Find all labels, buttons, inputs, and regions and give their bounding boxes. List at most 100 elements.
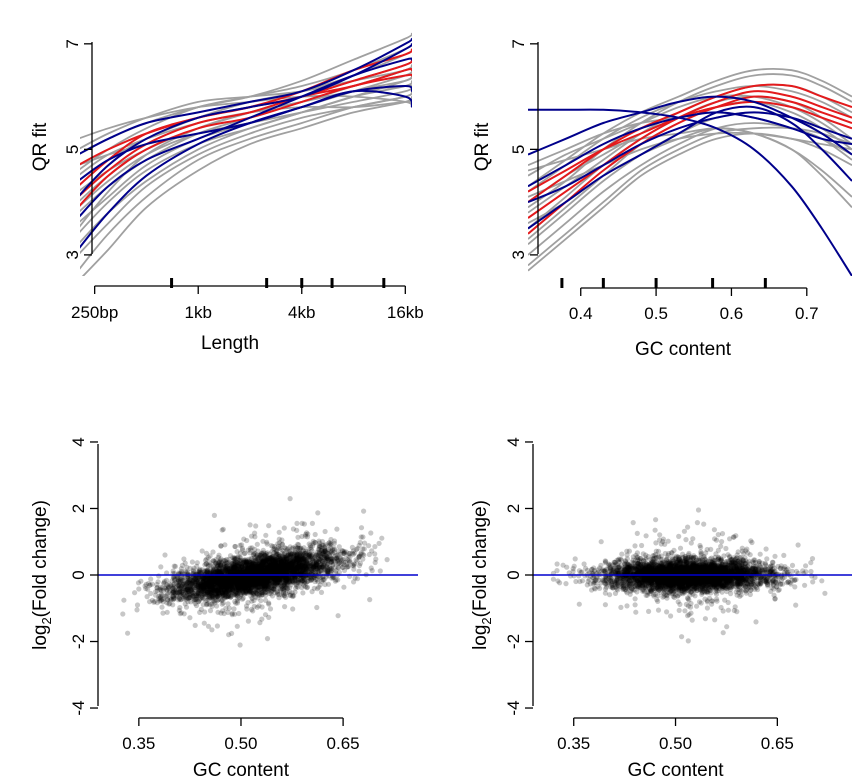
data-point — [211, 569, 217, 575]
data-point — [298, 551, 304, 557]
data-point — [196, 587, 203, 593]
data-point — [249, 568, 255, 574]
data-point — [211, 576, 218, 583]
data-point — [219, 576, 225, 582]
data-point — [264, 539, 270, 545]
data-point — [200, 575, 206, 581]
data-point — [216, 582, 222, 589]
data-point — [136, 586, 142, 592]
data-point — [554, 561, 560, 567]
data-point — [198, 583, 204, 589]
data-point — [215, 563, 221, 569]
data-point — [237, 642, 243, 648]
data-point — [213, 582, 219, 588]
data-point — [312, 531, 318, 538]
data-point — [299, 568, 306, 574]
data-point — [252, 534, 258, 540]
data-point — [215, 593, 221, 599]
data-point — [209, 591, 215, 597]
data-point — [308, 568, 314, 574]
data-point — [284, 569, 290, 575]
data-point — [191, 582, 197, 589]
data-point — [304, 566, 310, 572]
data-point — [259, 591, 265, 598]
data-point — [311, 564, 317, 570]
data-point — [272, 590, 278, 596]
data-point — [292, 567, 299, 573]
data-point — [323, 557, 329, 563]
data-point — [182, 582, 188, 588]
data-point — [288, 582, 294, 588]
data-point — [259, 569, 265, 575]
data-point — [148, 590, 154, 597]
data-point — [281, 567, 287, 574]
data-point — [244, 590, 250, 596]
data-point — [244, 588, 251, 594]
grey-series-line — [528, 85, 852, 193]
data-point — [158, 564, 164, 570]
data-point — [247, 550, 253, 556]
data-point — [238, 587, 244, 593]
data-point — [280, 561, 286, 567]
data-point — [295, 584, 301, 590]
data-point — [178, 586, 184, 592]
data-point — [132, 590, 138, 596]
data-point — [254, 554, 260, 560]
data-point — [143, 581, 149, 588]
data-point — [225, 588, 231, 594]
data-point — [193, 596, 199, 602]
data-point — [272, 568, 278, 575]
data-point — [356, 542, 362, 548]
data-point — [245, 559, 251, 565]
data-point — [218, 563, 224, 569]
data-point — [325, 546, 332, 552]
data-point — [222, 566, 228, 572]
y-tick-label: 0 — [69, 570, 88, 579]
data-point — [276, 585, 282, 592]
data-point — [248, 564, 254, 570]
data-point — [245, 580, 251, 586]
data-point — [273, 576, 279, 582]
data-point — [306, 552, 312, 558]
data-point — [294, 558, 300, 564]
data-point — [294, 551, 300, 557]
data-point — [211, 512, 217, 519]
data-point — [321, 557, 327, 563]
data-point — [235, 577, 241, 584]
data-point — [256, 585, 262, 591]
data-point — [214, 594, 220, 600]
data-point — [310, 564, 317, 571]
data-point — [196, 578, 202, 584]
data-point — [303, 580, 309, 586]
data-point — [153, 589, 159, 595]
data-point — [299, 552, 305, 558]
x-tick-label: 0.5 — [644, 304, 668, 323]
data-point — [335, 564, 341, 571]
y-axis-title-subscript: 2 — [39, 617, 54, 624]
data-point — [207, 589, 213, 595]
data-point — [258, 578, 264, 584]
data-point — [286, 564, 292, 570]
data-point — [268, 560, 274, 566]
data-point — [206, 594, 213, 600]
data-point — [266, 558, 272, 564]
data-point — [281, 567, 287, 574]
data-point — [269, 574, 275, 580]
data-point — [284, 565, 290, 571]
data-point — [259, 568, 265, 574]
data-point — [263, 557, 269, 563]
data-point — [161, 580, 167, 586]
data-point — [164, 591, 170, 597]
data-point — [351, 563, 357, 569]
data-point — [287, 566, 293, 572]
data-point — [209, 589, 215, 595]
data-point — [237, 575, 243, 581]
data-point — [284, 559, 290, 565]
x-tick-label: 0.35 — [122, 734, 155, 753]
data-point — [238, 570, 244, 576]
y-tick-label: 5 — [509, 145, 528, 154]
data-point — [218, 543, 224, 549]
data-point — [232, 564, 238, 570]
data-point — [249, 566, 255, 572]
